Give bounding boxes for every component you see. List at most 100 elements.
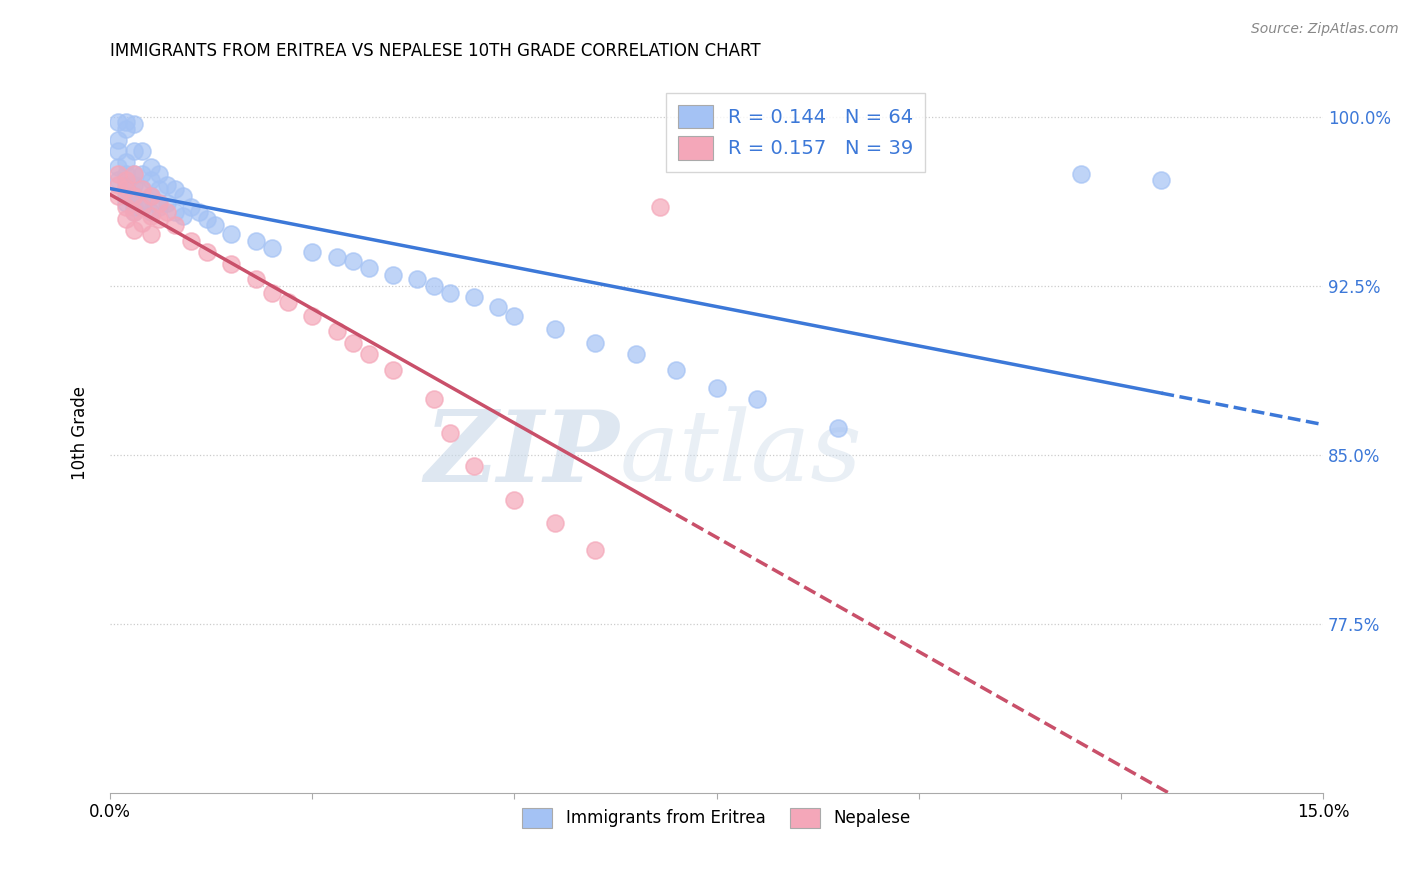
Point <box>107 160 129 174</box>
Point <box>115 196 138 211</box>
Point <box>422 279 444 293</box>
Point <box>195 211 218 226</box>
Point <box>260 241 283 255</box>
Point <box>156 196 179 211</box>
Point <box>115 167 138 181</box>
Point <box>124 201 146 215</box>
Point <box>544 516 567 530</box>
Point <box>115 115 138 129</box>
Point <box>139 210 162 224</box>
Point <box>463 291 485 305</box>
Point <box>245 272 267 286</box>
Point <box>172 189 194 203</box>
Point <box>115 182 138 196</box>
Point <box>131 145 153 159</box>
Point <box>124 117 146 131</box>
Point <box>406 272 429 286</box>
Point <box>624 347 647 361</box>
Point <box>342 254 364 268</box>
Point <box>115 173 138 187</box>
Point <box>325 324 347 338</box>
Point <box>1070 167 1092 181</box>
Text: IMMIGRANTS FROM ERITREA VS NEPALESE 10TH GRADE CORRELATION CHART: IMMIGRANTS FROM ERITREA VS NEPALESE 10TH… <box>110 42 761 60</box>
Point <box>107 178 129 192</box>
Point <box>382 362 405 376</box>
Point <box>827 421 849 435</box>
Point <box>204 219 226 233</box>
Point <box>163 205 186 219</box>
Point <box>107 133 129 147</box>
Point <box>245 234 267 248</box>
Point <box>172 210 194 224</box>
Point <box>107 167 129 181</box>
Point <box>301 309 323 323</box>
Point <box>131 194 153 208</box>
Point <box>180 201 202 215</box>
Point <box>325 250 347 264</box>
Point <box>124 205 146 219</box>
Point <box>139 189 162 203</box>
Point <box>115 121 138 136</box>
Point <box>131 167 153 181</box>
Point <box>706 380 728 394</box>
Point <box>148 167 170 181</box>
Point <box>124 145 146 159</box>
Point <box>115 178 138 192</box>
Point <box>648 201 671 215</box>
Point <box>357 347 380 361</box>
Point <box>195 245 218 260</box>
Point <box>148 211 170 226</box>
Point <box>124 205 146 219</box>
Point <box>665 362 688 376</box>
Point <box>139 189 162 203</box>
Point <box>139 205 162 219</box>
Point <box>439 285 461 300</box>
Point <box>180 234 202 248</box>
Point <box>139 160 162 174</box>
Point <box>131 216 153 230</box>
Y-axis label: 10th Grade: 10th Grade <box>72 385 89 480</box>
Point <box>583 335 606 350</box>
Text: ZIP: ZIP <box>425 406 620 502</box>
Point <box>148 201 170 215</box>
Point <box>107 145 129 159</box>
Point <box>745 392 768 406</box>
Point <box>342 335 364 350</box>
Point <box>583 542 606 557</box>
Point <box>124 189 146 203</box>
Point <box>124 167 146 181</box>
Point <box>139 173 162 187</box>
Point <box>301 245 323 260</box>
Legend: Immigrants from Eritrea, Nepalese: Immigrants from Eritrea, Nepalese <box>516 801 918 835</box>
Text: atlas: atlas <box>620 407 862 502</box>
Point <box>1150 173 1173 187</box>
Text: Source: ZipAtlas.com: Source: ZipAtlas.com <box>1251 22 1399 37</box>
Point <box>163 182 186 196</box>
Point <box>131 201 153 215</box>
Point <box>503 309 526 323</box>
Point <box>107 115 129 129</box>
Point <box>221 257 243 271</box>
Point <box>148 182 170 196</box>
Point <box>357 261 380 276</box>
Point <box>115 201 138 215</box>
Point <box>156 205 179 219</box>
Point <box>382 268 405 282</box>
Point <box>544 322 567 336</box>
Point <box>115 211 138 226</box>
Point <box>148 196 170 211</box>
Point <box>131 182 153 196</box>
Point <box>124 223 146 237</box>
Point <box>277 295 299 310</box>
Point <box>131 182 153 196</box>
Point <box>260 285 283 300</box>
Point <box>486 300 509 314</box>
Point <box>124 178 146 192</box>
Point <box>503 493 526 508</box>
Point <box>124 189 146 203</box>
Point <box>107 173 129 187</box>
Point <box>221 227 243 242</box>
Point <box>163 219 186 233</box>
Point <box>188 205 211 219</box>
Point <box>422 392 444 406</box>
